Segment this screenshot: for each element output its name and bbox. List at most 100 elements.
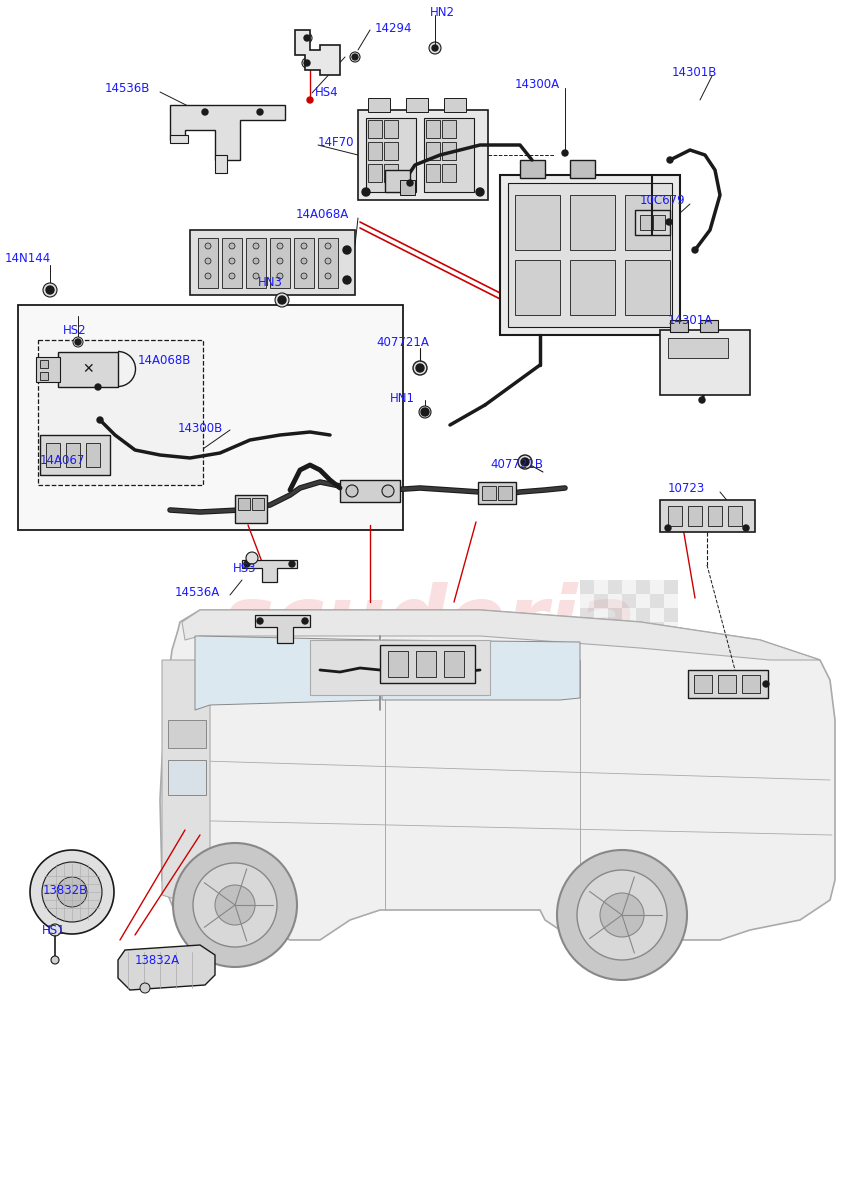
Bar <box>664 608 678 622</box>
Bar <box>625 260 670 314</box>
Circle shape <box>229 258 235 264</box>
Circle shape <box>205 242 211 248</box>
Circle shape <box>743 526 749 530</box>
Polygon shape <box>195 636 380 710</box>
Text: ✕: ✕ <box>82 362 94 376</box>
Bar <box>688 670 768 698</box>
Bar <box>235 494 267 523</box>
Circle shape <box>142 985 148 991</box>
Bar <box>670 320 688 332</box>
Circle shape <box>577 870 667 960</box>
Text: 14N144: 14N144 <box>5 252 51 264</box>
Circle shape <box>432 44 438 50</box>
Text: 407721B: 407721B <box>490 458 543 472</box>
Bar <box>426 164 440 182</box>
Circle shape <box>667 157 673 163</box>
Text: 14300A: 14300A <box>515 78 560 91</box>
Circle shape <box>46 286 54 294</box>
Text: 14294: 14294 <box>375 22 413 35</box>
Bar <box>636 594 650 608</box>
Circle shape <box>277 258 283 264</box>
Bar <box>424 118 474 192</box>
Circle shape <box>205 258 211 264</box>
Circle shape <box>215 886 255 925</box>
Circle shape <box>421 408 429 416</box>
Bar <box>426 142 440 160</box>
Bar <box>36 358 60 382</box>
Circle shape <box>278 296 286 304</box>
Bar <box>660 330 750 395</box>
Circle shape <box>352 54 358 60</box>
Text: scuderia: scuderia <box>222 582 636 666</box>
Circle shape <box>95 384 101 390</box>
Bar <box>168 760 206 794</box>
Circle shape <box>277 272 283 278</box>
Bar <box>660 500 755 532</box>
Circle shape <box>246 552 258 564</box>
Bar <box>58 352 118 386</box>
Bar <box>66 443 80 467</box>
Bar <box>625 194 670 250</box>
Circle shape <box>75 338 81 346</box>
Bar <box>508 182 672 326</box>
Circle shape <box>325 272 331 278</box>
Text: HN1: HN1 <box>390 391 415 404</box>
Bar <box>238 498 250 510</box>
Bar <box>608 580 622 594</box>
Bar <box>384 120 398 138</box>
Bar <box>384 164 398 182</box>
Circle shape <box>304 35 310 41</box>
Bar <box>442 120 456 138</box>
Bar <box>40 372 48 380</box>
Polygon shape <box>182 610 820 660</box>
Bar <box>252 498 264 510</box>
Bar <box>650 580 664 594</box>
Text: 14536B: 14536B <box>105 82 150 95</box>
Circle shape <box>413 361 427 374</box>
Circle shape <box>229 242 235 248</box>
Circle shape <box>257 618 263 624</box>
Circle shape <box>562 150 568 156</box>
Polygon shape <box>295 30 340 74</box>
Circle shape <box>289 560 295 566</box>
Bar <box>708 506 722 526</box>
Circle shape <box>244 560 250 566</box>
Bar <box>358 110 488 200</box>
Bar <box>380 646 475 683</box>
Bar <box>515 260 560 314</box>
Circle shape <box>253 258 259 264</box>
Circle shape <box>248 554 256 562</box>
Circle shape <box>253 272 259 278</box>
Text: 13832A: 13832A <box>135 954 180 966</box>
Circle shape <box>343 246 351 254</box>
Text: HS3: HS3 <box>233 562 257 575</box>
Bar <box>594 622 608 636</box>
Text: 14536A: 14536A <box>175 586 221 599</box>
Polygon shape <box>162 660 210 910</box>
Bar <box>168 720 206 748</box>
Bar <box>520 160 545 178</box>
Bar <box>622 594 636 608</box>
Text: HS1: HS1 <box>42 924 65 936</box>
Text: 10C679: 10C679 <box>640 193 686 206</box>
Bar <box>580 622 594 636</box>
Polygon shape <box>160 610 835 940</box>
Bar <box>635 210 670 235</box>
Circle shape <box>343 276 351 284</box>
Bar <box>18 305 403 530</box>
Circle shape <box>205 272 211 278</box>
Bar <box>650 594 664 608</box>
Bar <box>653 215 665 230</box>
Circle shape <box>307 97 313 103</box>
Circle shape <box>97 416 103 422</box>
Circle shape <box>600 893 644 937</box>
Circle shape <box>407 180 413 186</box>
Circle shape <box>302 618 308 624</box>
Bar <box>608 622 622 636</box>
Bar <box>368 98 390 112</box>
Circle shape <box>346 485 358 497</box>
Bar <box>40 360 48 368</box>
Bar <box>388 650 408 677</box>
Circle shape <box>275 293 289 307</box>
Bar <box>190 230 355 295</box>
